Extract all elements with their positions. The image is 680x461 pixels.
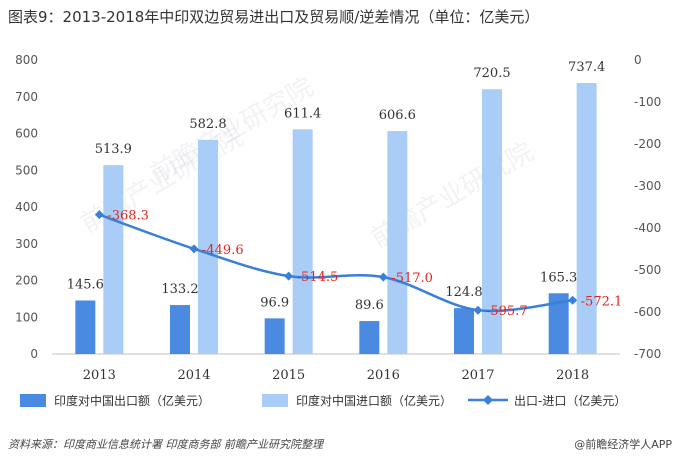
chart-title: 图表9：2013-2018年中印双边贸易进出口及贸易顺/逆差情况（单位：亿美元） <box>8 8 540 26</box>
import-data-label: 737.4 <box>568 60 605 75</box>
y-left-tick-label: 500 <box>15 163 38 177</box>
import-data-label: 611.4 <box>284 106 321 121</box>
y-left-tick-label: 0 <box>30 347 38 361</box>
y-right-tick-label: -700 <box>634 347 661 361</box>
import-bar <box>576 83 597 355</box>
y-left-tick-label: 400 <box>15 200 38 214</box>
balance-point <box>378 272 388 282</box>
export-data-label: 96.9 <box>260 295 289 310</box>
export-data-label: 89.6 <box>355 298 384 313</box>
y-right-tick-label: -300 <box>634 179 661 193</box>
export-bar <box>264 318 285 354</box>
export-data-label: 124.8 <box>445 285 482 300</box>
import-bar <box>387 131 408 354</box>
balance-data-label: -572.1 <box>581 294 623 309</box>
legend-label-import: 印度对中国进口额（亿美元） <box>296 393 452 408</box>
export-bar <box>75 300 96 354</box>
x-tick-label: 2014 <box>177 368 210 383</box>
balance-point <box>473 305 483 315</box>
legend-swatch-import <box>262 394 288 407</box>
balance-data-label: -449.6 <box>202 243 244 258</box>
source-note: 资料来源：印度商业信息统计署 印度商务部 前瞻产业研究院整理 <box>8 438 323 451</box>
y-right-tick-label: -200 <box>634 137 661 151</box>
legend-label-export: 印度对中国出口额（亿美元） <box>54 393 210 408</box>
y-right-tick-label: 0 <box>634 53 642 67</box>
import-bar <box>198 139 218 354</box>
x-tick-label: 2013 <box>83 368 116 383</box>
export-data-label: 145.6 <box>67 277 104 292</box>
export-data-label: 165.3 <box>540 270 577 285</box>
import-bar <box>482 89 502 354</box>
y-right-tick-label: -400 <box>634 221 661 235</box>
y-left-tick-label: 800 <box>15 53 38 67</box>
y-left-tick-label: 700 <box>15 90 38 104</box>
import-bar <box>103 165 124 354</box>
balance-point <box>94 210 104 220</box>
export-bar <box>170 305 190 354</box>
legend-swatch-export <box>20 394 46 407</box>
credit-note: @前瞻经济学人APP <box>574 438 672 451</box>
balance-point <box>568 295 578 305</box>
balance-point <box>284 271 294 281</box>
y-left-tick-label: 300 <box>15 237 38 251</box>
balance-data-label: -514.5 <box>297 270 339 285</box>
y-left-tick-label: 100 <box>15 310 38 324</box>
y-right-tick-label: -100 <box>634 95 661 109</box>
y-right-tick-label: -500 <box>634 263 661 277</box>
legend-marker-balance <box>483 395 493 405</box>
balance-data-label: -368.3 <box>107 209 149 224</box>
x-tick-label: 2018 <box>556 368 589 383</box>
balance-line <box>98 213 573 313</box>
y-left-tick-label: 600 <box>15 127 38 141</box>
y-left-tick-label: 200 <box>15 274 38 288</box>
import-data-label: 513.9 <box>95 142 132 157</box>
y-right-tick-label: -600 <box>634 305 661 319</box>
export-bar <box>548 293 569 354</box>
import-data-label: 582.8 <box>189 117 226 132</box>
export-bar <box>359 321 380 354</box>
legend-label-balance: 出口-进口（亿美元） <box>514 393 626 408</box>
balance-point <box>189 244 199 254</box>
import-data-label: 606.6 <box>379 108 416 123</box>
balance-data-label: -595.7 <box>486 304 528 319</box>
import-bar <box>292 129 313 354</box>
x-tick-label: 2017 <box>461 368 494 383</box>
balance-data-label: -517.0 <box>391 271 433 286</box>
x-tick-label: 2016 <box>367 368 400 383</box>
import-data-label: 720.5 <box>473 66 510 81</box>
export-data-label: 133.2 <box>161 282 198 297</box>
x-tick-label: 2015 <box>272 368 305 383</box>
export-bar <box>454 308 474 354</box>
